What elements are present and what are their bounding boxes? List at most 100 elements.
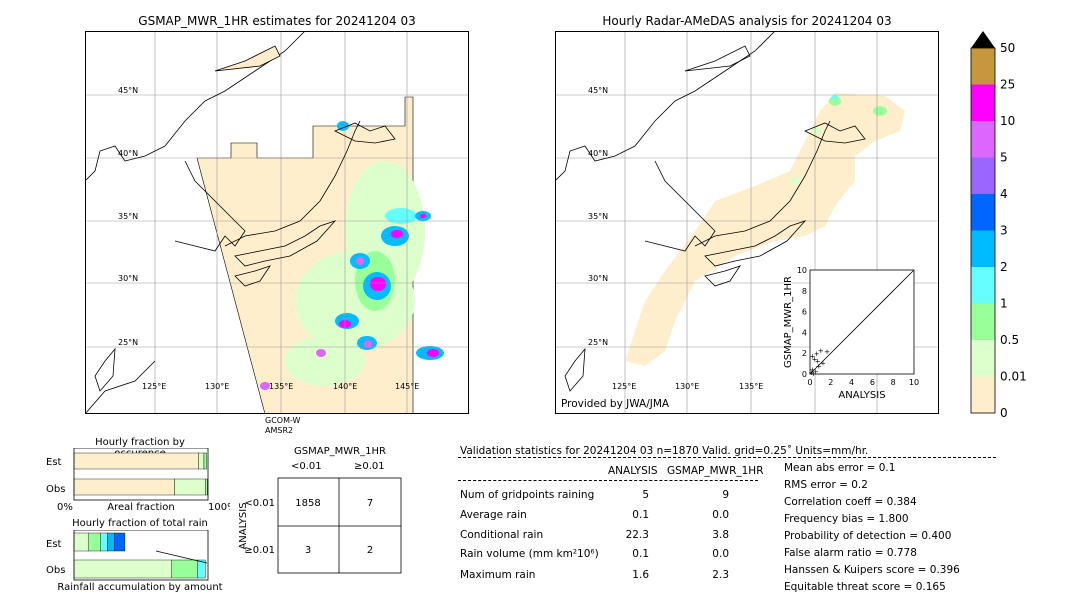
scatter-ytick: 8 (802, 287, 807, 296)
scatter-ytick: 4 (802, 328, 807, 337)
contingency-cell: 7 (367, 498, 373, 509)
right-lon-label: 125°E (612, 382, 636, 391)
stats-value: 1.6 (632, 569, 649, 581)
fraction-bar-segment (197, 559, 206, 579)
stats-header: Validation statistics for 20241204 03 n=… (460, 445, 869, 457)
colorbar-swatch (971, 48, 995, 85)
scatter-point: + (815, 357, 821, 365)
fraction-bar-segment (174, 478, 206, 496)
right-lon-label: 130°E (675, 382, 699, 391)
contingency-col-label: <0.01 (291, 461, 322, 472)
colorbar-swatch (971, 376, 995, 413)
colorbar-swatch (971, 157, 995, 194)
scatter-xtick: 10 (909, 378, 919, 387)
occ-category: Obs (46, 484, 65, 495)
stats-divider (458, 480, 758, 481)
colorbar-label: 50 (1000, 41, 1015, 55)
occ-xlabel: Areal fraction (107, 502, 174, 513)
colorbar-label: 0 (1000, 406, 1008, 420)
contingency-col-label: ≥0.01 (354, 461, 385, 472)
scatter-point: + (811, 370, 817, 378)
fraction-bar-segment (203, 452, 207, 470)
right-map-coastline (555, 31, 866, 392)
colorbar-label: 0.5 (1000, 333, 1019, 347)
colorbar-swatch (971, 84, 995, 121)
contingency-cell: 3 (305, 545, 311, 556)
right-lat-label: 45°N (588, 86, 608, 95)
colorbar-extend-arrow (971, 31, 995, 48)
contingency-title: GSMAP_MWR_1HR (294, 446, 386, 457)
stats-value: 0.0 (712, 509, 729, 521)
fraction-bar-segment (73, 559, 173, 579)
scatter-ytick: 6 (802, 308, 807, 317)
scatter-ytick: 2 (802, 349, 807, 358)
stats-value: 0.1 (632, 509, 649, 521)
stats-row-label: Num of gridpoints raining (460, 489, 595, 501)
fraction-bar-segment (73, 452, 199, 470)
sensor-label: GCOM-W (265, 416, 301, 425)
colorbar-label: 25 (1000, 78, 1015, 92)
colorbar-swatch (971, 303, 995, 340)
colorbar-label: 2 (1000, 260, 1008, 274)
score-line: Equitable threat score = 0.165 (784, 581, 946, 593)
data-credit: Provided by JWA/JMA (561, 398, 670, 410)
scatter-ylabel: GSMAP_MWR_1HR (783, 276, 794, 368)
stats-value: 2.3 (712, 569, 729, 581)
occ-tick: 0% (57, 502, 73, 513)
fraction-bar-segment (73, 478, 175, 496)
scatter-xtick: 4 (849, 378, 854, 387)
stats-col-header: GSMAP_MWR_1HR (667, 465, 764, 477)
stats-row-label: Maximum rain (460, 569, 536, 581)
scatter-point: + (824, 348, 830, 356)
left-lat-label: 45°N (118, 86, 138, 95)
scatter-point: + (812, 355, 818, 363)
stats-row-label: Average rain (460, 509, 527, 521)
colorbar-swatch (971, 194, 995, 231)
colorbar-swatch (971, 121, 995, 158)
fraction-bar-segment (113, 532, 126, 552)
colorbar-label: 5 (1000, 151, 1008, 165)
occurrence-chart: Est Obs 0% Areal fraction 100% (46, 448, 230, 513)
total-rain-title: Hourly fraction of total rain (72, 518, 208, 529)
scatter-xtick: 6 (870, 378, 875, 387)
contingency-table: 1858 7 3 2 <0.01 ≥0.01 ANALYSIS (238, 477, 402, 574)
occ-tick: 100% (208, 502, 230, 513)
stats-col-header: ANALYSIS (608, 465, 658, 477)
scatter-point: + (813, 368, 819, 376)
scatter-point: + (818, 347, 824, 355)
score-line: Frequency bias = 1.800 (784, 513, 909, 525)
left-lon-label: 135°E (269, 382, 293, 391)
colorbar-label: 4 (1000, 187, 1008, 201)
left-lat-label: 35°N (118, 212, 138, 221)
stats-value: 5 (642, 489, 649, 501)
colorbar: 50 25 10 5 4 3 2 1 0.5 0.01 0 (970, 31, 1027, 420)
right-lat-label: 25°N (588, 338, 608, 347)
rain-xlabel: Rainfall accumulation by amount (57, 582, 222, 593)
contingency-row-label: <0.01 (244, 498, 275, 509)
scatter-point: + (809, 369, 815, 377)
left-lon-label: 125°E (142, 382, 166, 391)
fraction-bar-segment (88, 532, 102, 552)
score-line: False alarm ratio = 0.778 (784, 547, 917, 559)
scatter-xtick: 8 (891, 378, 896, 387)
colorbar-label: 10 (1000, 114, 1015, 128)
colorbar-swatch (971, 267, 995, 304)
left-lat-label: 25°N (118, 338, 138, 347)
scatter-point: + (810, 366, 816, 374)
stats-value: 22.3 (625, 529, 649, 541)
scatter-ytick: 10 (797, 266, 807, 275)
colorbar-label: 1 (1000, 297, 1008, 311)
left-map-coastline (85, 31, 396, 414)
fraction-bar-segment (171, 559, 198, 579)
rain-category: Est (46, 539, 62, 550)
colorbar-label: 3 (1000, 224, 1008, 238)
scatter-point: + (810, 352, 816, 360)
scatter-point: + (820, 360, 826, 368)
fraction-bar-segment (107, 532, 115, 552)
scatter-point: + (814, 350, 820, 358)
occ-category: Est (46, 457, 62, 468)
score-line: Mean abs error = 0.1 (784, 462, 896, 474)
contingency-cell: 1858 (295, 498, 320, 509)
total-rain-chart: Est Obs Rainfall accumulation by amount (46, 530, 223, 593)
